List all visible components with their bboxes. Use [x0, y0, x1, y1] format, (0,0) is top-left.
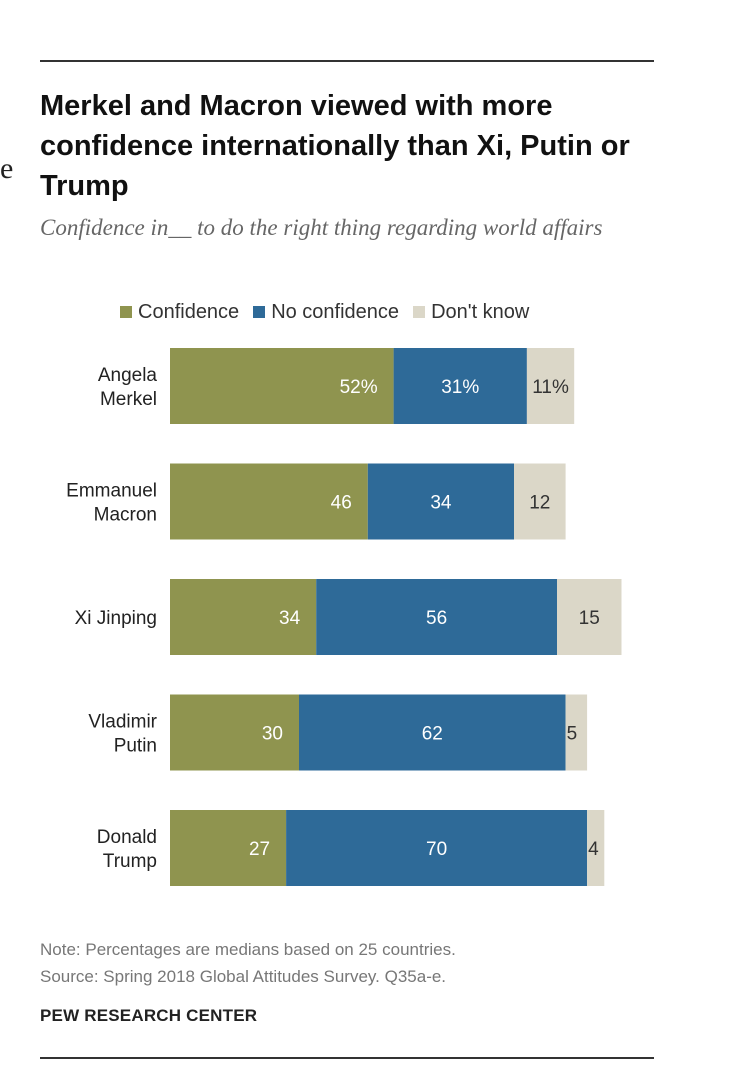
legend-label-dont-know: Don't know: [431, 300, 530, 323]
notes: Note: Percentages are medians based on 2…: [40, 936, 456, 990]
value-label-don-t-know-donald-trump: 4: [588, 839, 599, 860]
value-label-don-t-know-vladimir-putin: 5: [567, 724, 578, 745]
legend-label-confidence: Confidence: [138, 300, 240, 323]
value-label-don-t-know-angela-merkel: 11%: [532, 377, 569, 398]
value-label-confidence-xi-jinping: 34: [279, 608, 301, 629]
legend-swatch-confidence: [120, 306, 132, 318]
category-label-donald-trump: Donald Trump: [97, 827, 157, 872]
brand-logo-text: PEW RESEARCH CENTER: [40, 1006, 258, 1025]
bar-no-confidence-emmanuel-macron: [367, 463, 514, 540]
value-label-don-t-know-emmanuel-macron: 12: [529, 493, 550, 514]
value-label-no-confidence-xi-jinping: 56: [426, 608, 447, 629]
bar-no-confidence-xi-jinping: [316, 579, 557, 655]
legend: Confidence No confidence Don't know: [120, 299, 543, 325]
legend-item-no-confidence: No confidence: [253, 301, 399, 324]
bar-no-confidence-angela-merkel: [393, 348, 527, 424]
bar-confidence-donald-trump: [170, 810, 287, 886]
value-label-no-confidence-vladimir-putin: 62: [422, 724, 443, 745]
bar-confidence-emmanuel-macron: [170, 463, 368, 540]
value-label-confidence-donald-trump: 27: [249, 839, 270, 860]
bar-don-t-know-emmanuel-macron: [514, 463, 566, 540]
chart-title: Merkel and Macron viewed with more confi…: [40, 90, 630, 202]
value-label-no-confidence-donald-trump: 70: [426, 839, 447, 860]
top-divider: [40, 60, 654, 62]
category-label-xi-jinping: Xi Jinping: [75, 608, 157, 629]
bar-confidence-angela-merkel: [170, 348, 394, 424]
bar-don-t-know-angela-merkel: [526, 348, 575, 424]
note-text: Note: Percentages are medians based on 2…: [40, 940, 456, 959]
value-label-don-t-know-xi-jinping: 15: [579, 608, 600, 629]
legend-swatch-no-confidence: [253, 306, 266, 318]
bar-confidence-vladimir-putin: [170, 694, 299, 771]
bottom-divider: [40, 1057, 654, 1059]
value-label-confidence-angela-merkel: 52%: [340, 377, 378, 398]
legend-item-dont-know: Don't know: [413, 301, 529, 324]
legend-item-confidence: Confidence: [120, 301, 239, 324]
bar-don-t-know-xi-jinping: [557, 579, 622, 655]
bar-no-confidence-vladimir-putin: [299, 694, 566, 771]
category-label-vladimir-putin: Vladimir Putin: [88, 712, 157, 757]
stray-glyph: e: [0, 152, 14, 185]
chart-subtitle: Confidence in__ to do the right thing re…: [40, 215, 603, 240]
value-label-confidence-vladimir-putin: 30: [262, 724, 283, 745]
legend-label-no-confidence: No confidence: [271, 300, 400, 323]
bar-no-confidence-donald-trump: [286, 810, 588, 886]
bar-don-t-know-vladimir-putin: [565, 694, 588, 771]
legend-swatch-dont-know: [413, 306, 426, 318]
source-text: Source: Spring 2018 Global Attitudes Sur…: [40, 967, 447, 986]
category-label-angela-merkel: Angela Merkel: [98, 365, 158, 410]
bar-confidence-xi-jinping: [170, 579, 317, 655]
value-label-confidence-emmanuel-macron: 46: [331, 493, 352, 514]
category-label-emmanuel-macron: Emmanuel Macron: [66, 481, 157, 526]
bar-don-t-know-donald-trump: [587, 810, 605, 886]
stacked-bar-chart: Angela Merkel 52% 31% 11% Emmanuel Macron 46 34 1…: [66, 348, 622, 886]
value-label-no-confidence-emmanuel-macron: 34: [430, 493, 452, 514]
value-label-no-confidence-angela-merkel: 31%: [441, 377, 479, 398]
